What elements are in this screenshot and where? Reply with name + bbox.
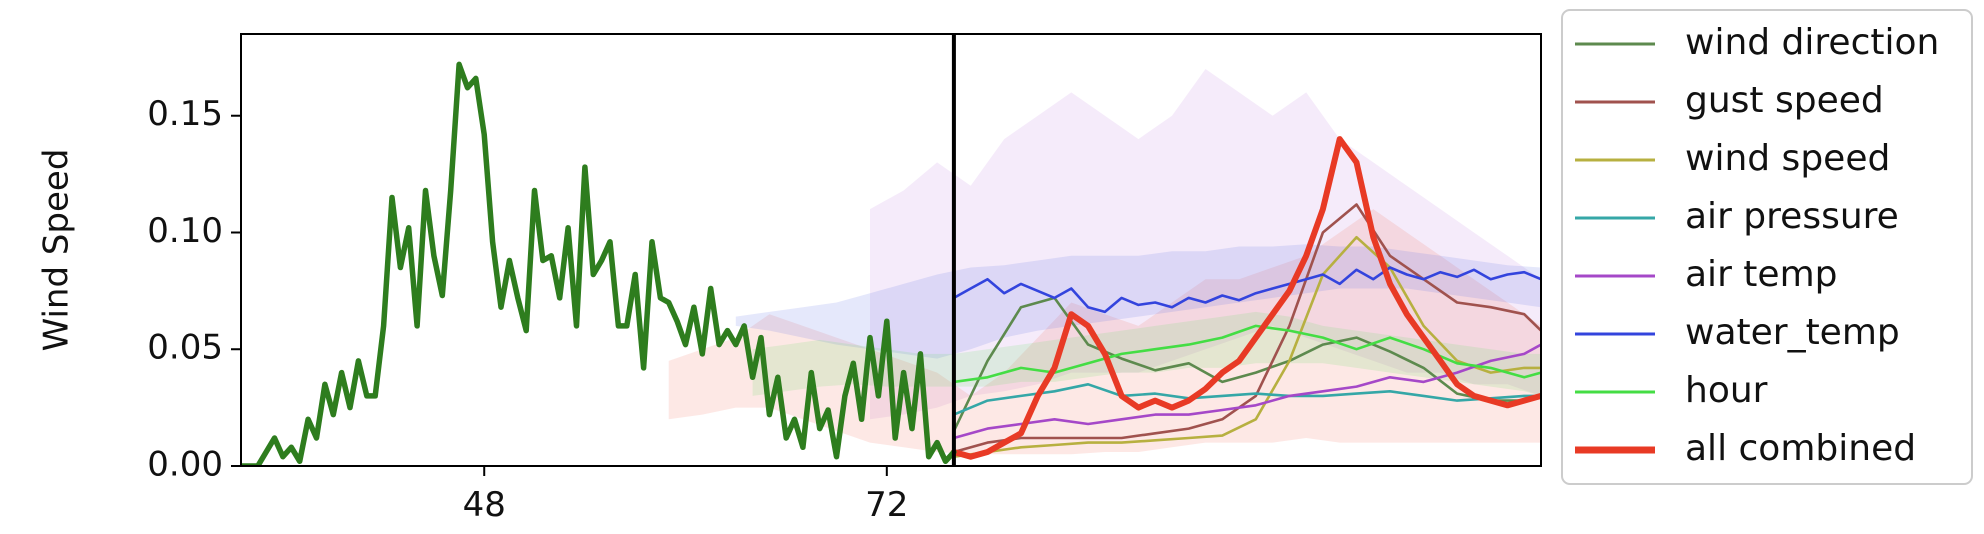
legend-label-wind-direction: wind direction <box>1685 22 1939 63</box>
legend-label-gust-speed: gust speed <box>1685 80 1884 121</box>
legend-label-air-temp: air temp <box>1685 254 1838 295</box>
legend-label-air-pressure: air pressure <box>1685 196 1899 237</box>
y-tick-label: 0.10 <box>147 211 223 251</box>
y-axis-title: Wind Speed <box>37 149 77 352</box>
y-tick-label: 0.15 <box>147 94 223 134</box>
y-tick-label: 0.00 <box>147 445 223 485</box>
x-tick-label: 48 <box>463 485 506 525</box>
x-tick-label: 72 <box>865 485 908 525</box>
legend-label-wind-speed: wind speed <box>1685 138 1890 179</box>
legend-label-hour: hour <box>1685 370 1768 411</box>
legend-label-water-temp: water_temp <box>1685 312 1900 353</box>
legend-label-all-combined: all combined <box>1685 428 1916 469</box>
y-tick-label: 0.05 <box>147 328 223 368</box>
